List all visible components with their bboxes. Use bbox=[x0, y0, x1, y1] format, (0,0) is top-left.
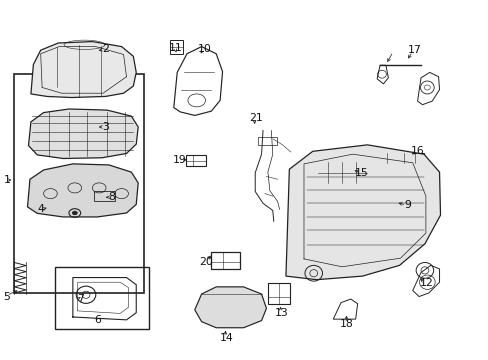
Text: 12: 12 bbox=[419, 278, 432, 288]
Text: 2: 2 bbox=[102, 44, 109, 54]
Bar bbox=[170, 40, 182, 54]
Text: 19: 19 bbox=[173, 155, 186, 165]
Polygon shape bbox=[31, 41, 136, 98]
Polygon shape bbox=[285, 145, 440, 280]
Ellipse shape bbox=[72, 211, 77, 215]
Bar bbox=[267, 283, 290, 304]
Bar bbox=[55, 267, 149, 329]
Text: 10: 10 bbox=[197, 44, 211, 54]
Text: 11: 11 bbox=[168, 43, 182, 53]
Text: 20: 20 bbox=[199, 257, 213, 267]
Text: 4: 4 bbox=[37, 204, 44, 215]
Text: 21: 21 bbox=[248, 113, 262, 123]
Bar bbox=[185, 155, 206, 166]
Text: 16: 16 bbox=[410, 146, 424, 156]
Text: 8: 8 bbox=[108, 192, 115, 202]
Polygon shape bbox=[194, 287, 266, 328]
Bar bbox=[375, 153, 423, 163]
Text: 14: 14 bbox=[219, 333, 233, 343]
Bar bbox=[14, 74, 143, 293]
Text: 3: 3 bbox=[102, 122, 109, 132]
Polygon shape bbox=[28, 109, 138, 158]
Text: 7: 7 bbox=[77, 294, 83, 304]
Text: 15: 15 bbox=[354, 168, 367, 178]
Bar bbox=[317, 162, 366, 183]
Text: 9: 9 bbox=[404, 200, 410, 210]
Text: 6: 6 bbox=[94, 315, 101, 325]
Text: 18: 18 bbox=[339, 319, 353, 329]
Bar bbox=[211, 252, 239, 269]
Text: 1: 1 bbox=[3, 175, 10, 185]
Polygon shape bbox=[27, 164, 138, 217]
Text: 17: 17 bbox=[407, 45, 420, 55]
Bar bbox=[94, 192, 115, 201]
Bar bbox=[258, 137, 276, 145]
Text: 13: 13 bbox=[275, 308, 288, 318]
Text: 5: 5 bbox=[3, 292, 10, 302]
